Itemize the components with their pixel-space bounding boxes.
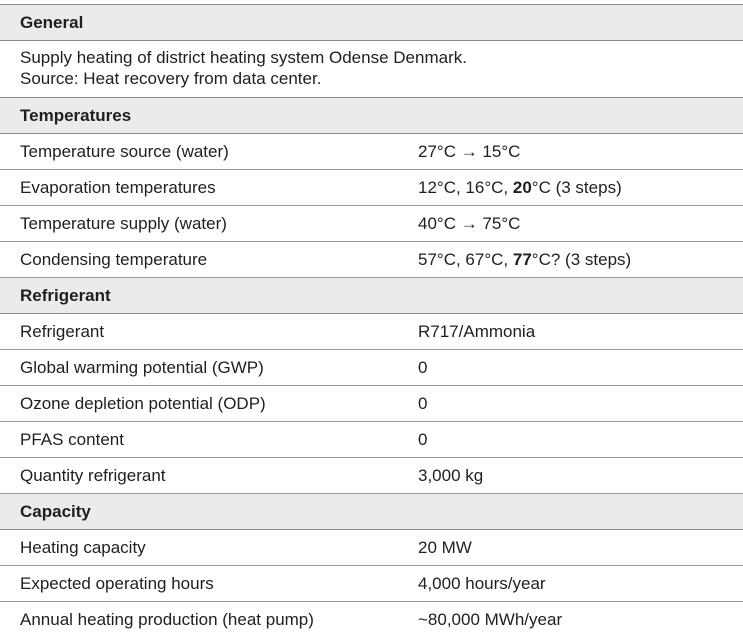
value-highlight: 77: [512, 250, 532, 269]
value-part: °C (3 steps): [531, 178, 622, 197]
row-value: ~80,000 MWh/year: [418, 610, 563, 629]
table-row: Refrigerant R717/Ammonia: [0, 314, 743, 350]
row-label: Temperature source (water): [20, 142, 229, 161]
row-label: Heating capacity: [20, 538, 146, 557]
table-row: Temperature supply (water) 40°C → 75°C: [0, 206, 743, 242]
value-part: 57°C, 67°C,: [418, 250, 513, 269]
row-value: 12°C, 16°C, 20°C (3 steps): [418, 170, 743, 205]
row-label: Quantity refrigerant: [20, 466, 166, 485]
section-header-general: General: [0, 5, 743, 41]
row-value: 4,000 hours/year: [418, 574, 546, 593]
row-value: 40°C → 75°C: [418, 214, 521, 233]
table-row: Temperature source (water) 27°C → 15°C: [0, 134, 743, 170]
table-row: Ozone depletion potential (ODP) 0: [0, 386, 743, 422]
row-label: Temperature supply (water): [20, 214, 227, 233]
section-header-capacity: Capacity: [0, 494, 743, 530]
section-header-temperatures: Temperatures: [0, 98, 743, 134]
row-value: 27°C → 15°C: [418, 142, 521, 161]
value-part: °C? (3 steps): [531, 250, 632, 269]
section-header-refrigerant: Refrigerant: [0, 278, 743, 314]
general-line-1: Supply heating of district heating syste…: [20, 48, 467, 67]
table-row: PFAS content 0: [0, 422, 743, 458]
row-label: Expected operating hours: [20, 574, 214, 593]
row-label: Condensing temperature: [20, 250, 208, 269]
table-row: Condensing temperature 57°C, 67°C, 77°C?…: [0, 242, 743, 278]
row-label: Global warming potential (GWP): [20, 358, 264, 377]
row-label: PFAS content: [20, 430, 124, 449]
table-row: Heating capacity 20 MW: [0, 530, 743, 566]
table-row: Quantity refrigerant 3,000 kg: [0, 458, 743, 494]
table-row: Annual heating production (heat pump) ~8…: [0, 602, 743, 637]
table-row: Expected operating hours 4,000 hours/yea…: [0, 566, 743, 602]
row-value: 0: [418, 394, 428, 413]
general-line-2: Source: Heat recovery from data center.: [20, 69, 322, 88]
row-value: 57°C, 67°C, 77°C? (3 steps): [418, 242, 743, 277]
row-value: 3,000 kg: [418, 466, 484, 485]
row-label: Annual heating production (heat pump): [20, 610, 314, 629]
row-value: 20 MW: [418, 538, 472, 557]
specification-table: General Supply heating of district heati…: [0, 4, 743, 637]
row-value: 0: [418, 358, 428, 377]
row-label: Evaporation temperatures: [20, 178, 216, 197]
table-row: Global warming potential (GWP) 0: [0, 350, 743, 386]
row-value: R717/Ammonia: [418, 322, 536, 341]
table-row: Evaporation temperatures 12°C, 16°C, 20°…: [0, 170, 743, 206]
row-label: Ozone depletion potential (ODP): [20, 394, 266, 413]
value-highlight: 20: [512, 178, 532, 197]
row-label: Refrigerant: [20, 322, 105, 341]
row-value: 0: [418, 430, 428, 449]
general-description: Supply heating of district heating syste…: [0, 41, 743, 98]
value-part: 12°C, 16°C,: [418, 178, 513, 197]
